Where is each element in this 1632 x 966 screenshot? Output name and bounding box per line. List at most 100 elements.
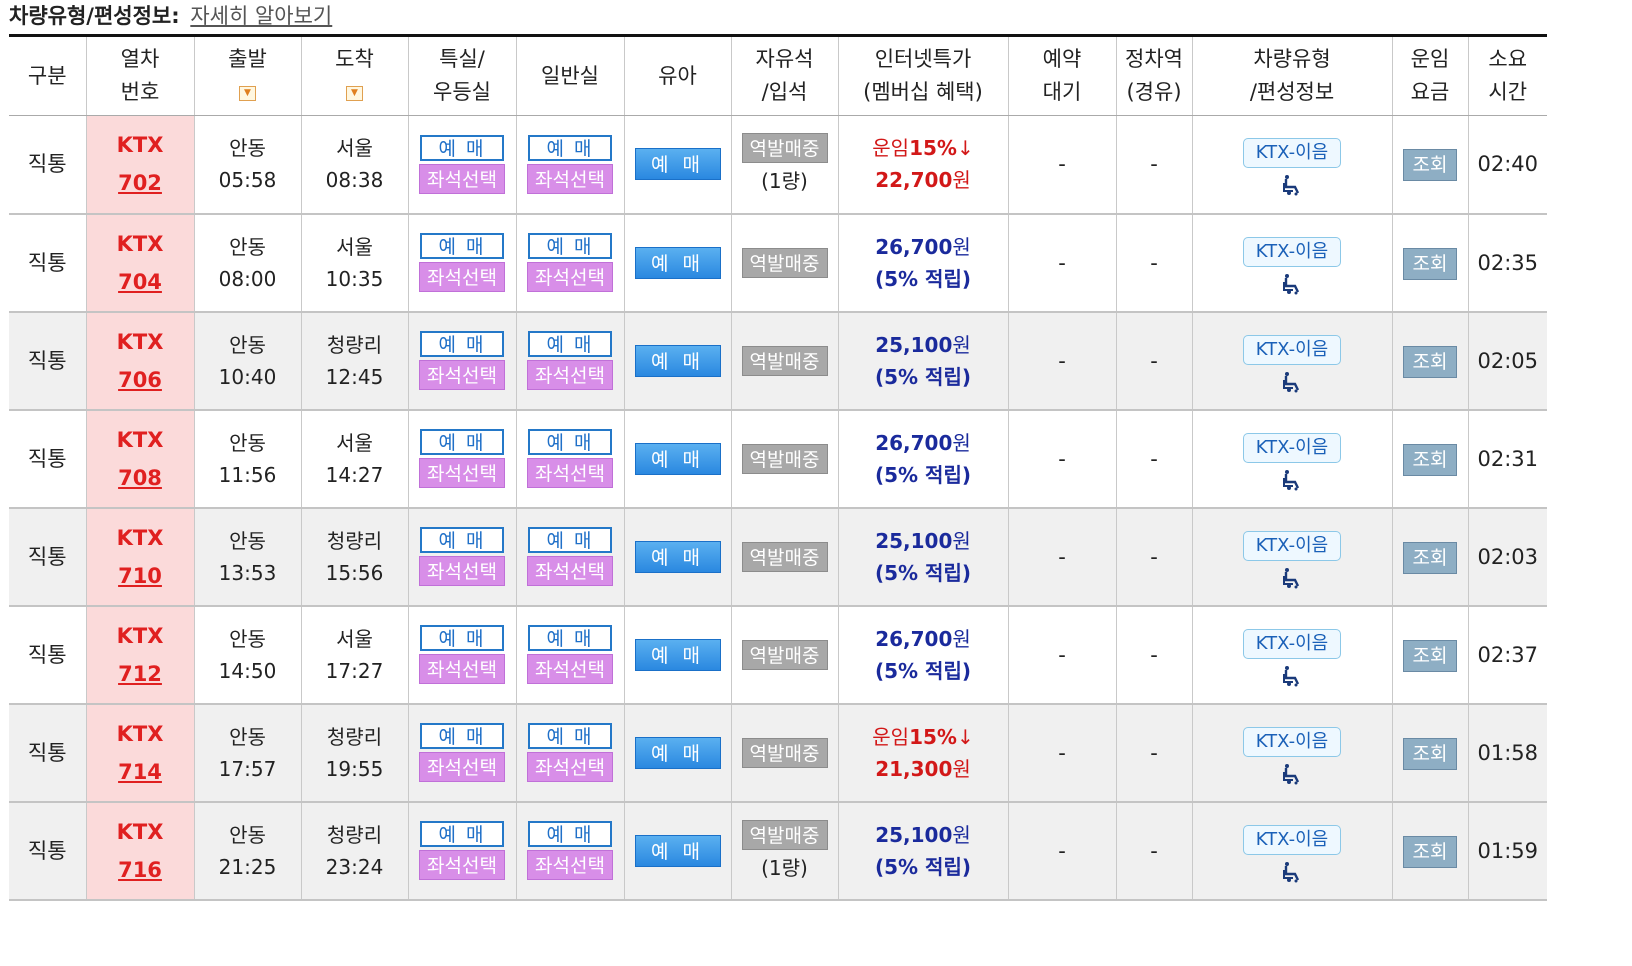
- fare-inquiry-button[interactable]: 조회: [1403, 345, 1457, 378]
- train-number-link[interactable]: 708: [118, 465, 162, 490]
- fare-cell: 조회: [1391, 311, 1469, 411]
- infant-reserve-button[interactable]: 예 매: [634, 540, 721, 573]
- general-seat-select-button[interactable]: 좌석선택: [527, 262, 613, 292]
- train-no-cell: KTX 710: [85, 507, 195, 607]
- arrival-station: 서울: [336, 234, 373, 259]
- special-seat-select-button[interactable]: 좌석선택: [419, 163, 505, 194]
- free-seat-cell: 역발매중: [730, 213, 839, 313]
- general-seat-select-button[interactable]: 좌석선택: [527, 850, 613, 880]
- vehicle-type-cell: KTX-이음: [1191, 605, 1393, 705]
- departure-time: 13:53: [218, 560, 277, 585]
- special-seat-select-button[interactable]: 좌석선택: [419, 752, 505, 782]
- train-number-link[interactable]: 714: [118, 759, 162, 784]
- sort-departure-icon[interactable]: ▼: [239, 85, 256, 101]
- vehicle-type-badge[interactable]: KTX-이음: [1243, 824, 1341, 855]
- col-type: 구분: [9, 34, 87, 116]
- infant-reserve-button[interactable]: 예 매: [634, 736, 721, 769]
- fare-inquiry-button[interactable]: 조회: [1403, 247, 1457, 280]
- vehicle-type-badge[interactable]: KTX-이음: [1243, 530, 1341, 561]
- table-row: 직통 KTX 712 안동 14:50 서울 17:27 예 매 좌석선택 예 …: [9, 605, 1547, 705]
- special-seat-select-button[interactable]: 좌석선택: [419, 654, 505, 684]
- general-seat-select-button[interactable]: 좌석선택: [527, 556, 613, 586]
- general-seat-select-button[interactable]: 좌석선택: [527, 360, 613, 390]
- duration-cell: 02:31: [1467, 409, 1547, 509]
- general-seat-cell: 예 매 좌석선택: [515, 213, 625, 313]
- general-reserve-button[interactable]: 예 매: [528, 625, 612, 651]
- train-no-cell: KTX 712: [85, 605, 195, 705]
- special-seat-select-button[interactable]: 좌석선택: [419, 556, 505, 586]
- general-reserve-button[interactable]: 예 매: [528, 821, 612, 847]
- fare-inquiry-button[interactable]: 조회: [1403, 639, 1457, 672]
- general-reserve-button[interactable]: 예 매: [528, 134, 612, 161]
- special-reserve-button[interactable]: 예 매: [420, 527, 504, 553]
- general-reserve-button[interactable]: 예 매: [528, 527, 612, 553]
- general-seat-select-button[interactable]: 좌석선택: [527, 458, 613, 488]
- duration-cell: 01:59: [1467, 801, 1547, 901]
- fare-inquiry-button[interactable]: 조회: [1403, 737, 1457, 770]
- special-seat-select-button[interactable]: 좌석선택: [419, 360, 505, 390]
- special-reserve-button[interactable]: 예 매: [420, 331, 504, 357]
- departure-station: 안동: [229, 626, 266, 651]
- infant-reserve-button[interactable]: 예 매: [634, 246, 721, 279]
- vehicle-type-badge[interactable]: KTX-이음: [1243, 628, 1341, 659]
- special-seat-select-button[interactable]: 좌석선택: [419, 262, 505, 292]
- general-reserve-button[interactable]: 예 매: [528, 723, 612, 749]
- vehicle-type-badge[interactable]: KTX-이음: [1243, 236, 1341, 267]
- general-reserve-button[interactable]: 예 매: [528, 331, 612, 357]
- train-number-link[interactable]: 704: [118, 269, 162, 294]
- infant-reserve-button[interactable]: 예 매: [634, 834, 721, 867]
- general-seat-select-button[interactable]: 좌석선택: [527, 752, 613, 782]
- arrival-time: 23:24: [325, 854, 384, 879]
- duration-cell: 02:03: [1467, 507, 1547, 607]
- special-seat-select-button[interactable]: 좌석선택: [419, 458, 505, 488]
- vehicle-type-cell: KTX-이음: [1191, 311, 1393, 411]
- special-reserve-button[interactable]: 예 매: [420, 233, 504, 259]
- departure-station: 안동: [229, 332, 266, 357]
- infant-reserve-button[interactable]: 예 매: [634, 442, 721, 475]
- special-reserve-button[interactable]: 예 매: [420, 134, 504, 161]
- infant-reserve-button[interactable]: 예 매: [634, 638, 721, 671]
- general-reserve-button[interactable]: 예 매: [528, 233, 612, 259]
- general-reserve-button[interactable]: 예 매: [528, 429, 612, 455]
- special-seat-cell: 예 매 좌석선택: [407, 311, 517, 411]
- sort-arrival-icon[interactable]: ▼: [346, 85, 363, 101]
- train-type-label: KTX: [116, 329, 164, 354]
- col-train-no: 열차 번호: [85, 34, 195, 116]
- train-type-label: KTX: [116, 525, 164, 550]
- infant-reserve-button[interactable]: 예 매: [634, 344, 721, 377]
- special-reserve-button[interactable]: 예 매: [420, 821, 504, 847]
- special-reserve-button[interactable]: 예 매: [420, 723, 504, 749]
- train-number-link[interactable]: 702: [118, 171, 162, 196]
- arrival-cell: 청량리 19:55: [300, 703, 409, 803]
- fare-inquiry-button[interactable]: 조회: [1403, 835, 1457, 868]
- departure-station: 안동: [229, 234, 266, 259]
- general-seat-select-button[interactable]: 좌석선택: [527, 654, 613, 684]
- col-departure: 출발 ▼: [193, 34, 302, 116]
- learn-more-link[interactable]: 자세히 알아보기: [190, 4, 333, 28]
- train-number-link[interactable]: 716: [118, 857, 162, 882]
- vehicle-type-badge[interactable]: KTX-이음: [1243, 432, 1341, 463]
- fare-inquiry-button[interactable]: 조회: [1403, 149, 1457, 182]
- arrival-station: 서울: [336, 430, 373, 455]
- departure-time: 05:58: [218, 168, 277, 193]
- type-cell: 직통: [9, 801, 87, 901]
- vehicle-type-badge[interactable]: KTX-이음: [1243, 334, 1341, 365]
- vehicle-type-badge[interactable]: KTX-이음: [1243, 138, 1341, 169]
- vehicle-type-badge[interactable]: KTX-이음: [1243, 726, 1341, 757]
- special-seat-select-button[interactable]: 좌석선택: [419, 850, 505, 880]
- arrival-station: 청량리: [326, 822, 383, 847]
- stops-cell: -: [1115, 213, 1193, 313]
- col-fare: 운임 요금: [1391, 34, 1469, 116]
- table-row: 직통 KTX 714 안동 17:57 청량리 19:55 예 매 좌석선택 예…: [9, 703, 1547, 803]
- general-seat-select-button[interactable]: 좌석선택: [527, 163, 613, 194]
- free-seat-cell: 역발매중: [730, 311, 839, 411]
- train-number-link[interactable]: 712: [118, 661, 162, 686]
- special-reserve-button[interactable]: 예 매: [420, 625, 504, 651]
- train-number-link[interactable]: 710: [118, 563, 162, 588]
- train-number-link[interactable]: 706: [118, 367, 162, 392]
- fare-inquiry-button[interactable]: 조회: [1403, 541, 1457, 574]
- infant-reserve-button[interactable]: 예 매: [634, 148, 721, 181]
- special-reserve-button[interactable]: 예 매: [420, 429, 504, 455]
- fare-inquiry-button[interactable]: 조회: [1403, 443, 1457, 476]
- station-sale-badge: 역발매중: [741, 133, 828, 164]
